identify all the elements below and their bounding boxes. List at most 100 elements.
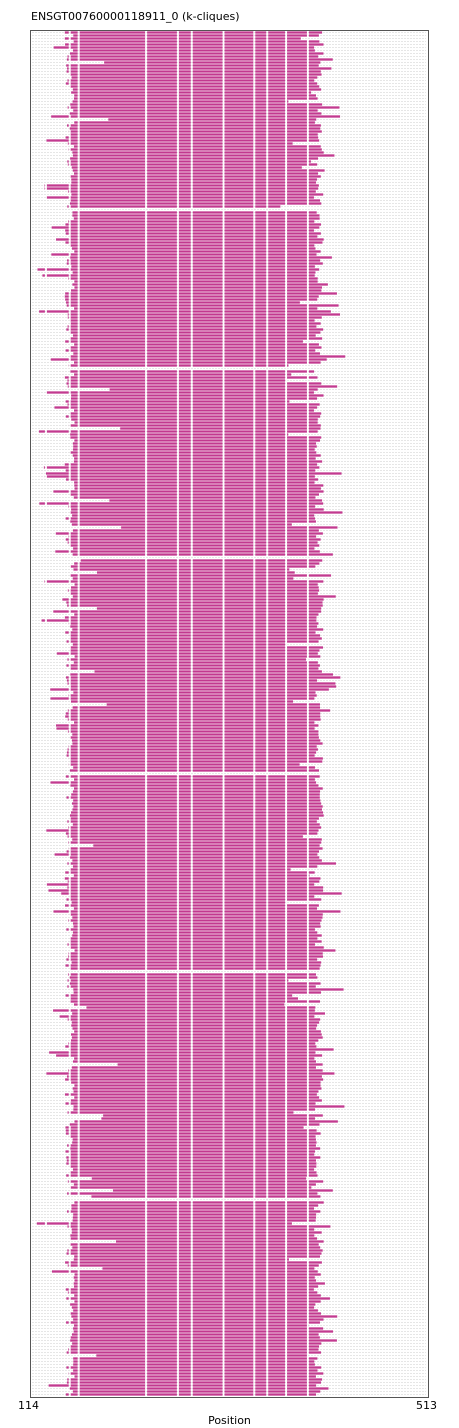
aligned-segment	[308, 730, 319, 733]
aligned-segment	[255, 649, 267, 652]
aligned-segment	[79, 628, 146, 631]
aligned-segment	[178, 1294, 191, 1297]
aligned-segment	[268, 1057, 286, 1060]
aligned-segment	[287, 691, 307, 694]
aligned-segment	[147, 979, 177, 982]
aligned-segment	[192, 703, 223, 706]
aligned-segment	[287, 907, 307, 910]
aligned-segment	[71, 1036, 78, 1039]
aligned-segment	[79, 376, 146, 379]
aligned-segment	[147, 1345, 177, 1348]
aligned-segment	[178, 352, 191, 355]
aligned-segment	[224, 580, 254, 583]
aligned-segment	[268, 217, 286, 220]
aligned-segment	[268, 49, 286, 52]
aligned-segment	[268, 967, 286, 970]
aligned-segment	[192, 1249, 223, 1252]
aligned-segment	[147, 322, 177, 325]
aligned-segment	[224, 1288, 254, 1291]
aligned-segment	[147, 790, 177, 793]
aligned-segment	[287, 124, 307, 127]
aligned-segment	[308, 169, 325, 172]
aligned-segment	[70, 574, 78, 577]
aligned-segment	[308, 847, 323, 850]
aligned-segment	[178, 1126, 191, 1129]
aligned-segment	[147, 598, 177, 601]
aligned-segment	[268, 895, 286, 898]
aligned-segment	[178, 373, 191, 376]
aligned-segment	[224, 67, 254, 70]
aligned-segment	[79, 355, 146, 358]
aligned-segment	[178, 871, 191, 874]
aligned-segment	[50, 688, 69, 691]
aligned-segment	[178, 649, 191, 652]
aligned-segment	[287, 1270, 307, 1273]
aligned-segment	[255, 391, 267, 394]
aligned-segment	[178, 994, 191, 997]
aligned-segment	[147, 229, 177, 232]
aligned-segment	[287, 1342, 307, 1345]
aligned-segment	[224, 523, 254, 526]
aligned-segment	[308, 649, 320, 652]
aligned-segment	[79, 967, 146, 970]
aligned-segment	[79, 1366, 146, 1369]
aligned-segment	[71, 1204, 78, 1207]
aligned-segment	[255, 202, 267, 205]
aligned-segment	[147, 985, 177, 988]
aligned-segment	[70, 1159, 78, 1162]
aligned-segment	[224, 1222, 254, 1225]
aligned-segment	[255, 586, 267, 589]
aligned-segment	[268, 298, 286, 301]
aligned-segment	[192, 802, 223, 805]
aligned-segment	[71, 1081, 78, 1084]
aligned-segment	[147, 274, 177, 277]
aligned-segment	[178, 634, 191, 637]
aligned-segment	[178, 532, 191, 535]
aligned-segment	[287, 1354, 307, 1357]
aligned-segment	[70, 781, 78, 784]
aligned-segment	[308, 46, 315, 49]
aligned-segment	[178, 1243, 191, 1246]
aligned-segment	[79, 589, 146, 592]
aligned-segment	[79, 460, 146, 463]
aligned-segment	[178, 679, 191, 682]
aligned-segment	[147, 211, 177, 214]
aligned-segment	[224, 550, 254, 553]
aligned-segment	[71, 739, 78, 742]
aligned-segment	[255, 1168, 267, 1171]
aligned-segment	[268, 748, 286, 751]
aligned-segment	[255, 256, 267, 259]
aligned-segment	[68, 220, 69, 223]
aligned-segment	[308, 103, 323, 106]
aligned-segment	[255, 298, 267, 301]
aligned-segment	[308, 454, 321, 457]
aligned-segment	[79, 1102, 146, 1105]
aligned-segment	[79, 712, 146, 715]
aligned-segment	[79, 283, 146, 286]
aligned-segment	[255, 214, 267, 217]
aligned-segment	[224, 1207, 254, 1210]
aligned-segment	[147, 736, 177, 739]
aligned-segment	[268, 1246, 286, 1249]
aligned-segment	[147, 1165, 177, 1168]
aligned-segment	[308, 673, 333, 676]
aligned-segment	[224, 1366, 254, 1369]
aligned-segment	[255, 1153, 267, 1156]
aligned-segment	[72, 1216, 78, 1219]
aligned-segment	[268, 286, 286, 289]
aligned-segment	[308, 817, 319, 820]
aligned-segment	[79, 958, 146, 961]
aligned-segment	[192, 1048, 223, 1051]
aligned-segment	[70, 1165, 78, 1168]
aligned-segment	[147, 763, 177, 766]
aligned-segment	[178, 1207, 191, 1210]
aligned-segment	[224, 1303, 254, 1306]
aligned-segment	[224, 628, 254, 631]
aligned-segment	[308, 43, 324, 46]
aligned-segment	[287, 1234, 307, 1237]
aligned-segment	[192, 1327, 223, 1330]
aligned-segment	[178, 472, 191, 475]
aligned-segment	[224, 883, 254, 886]
aligned-segment	[178, 949, 191, 952]
aligned-segment	[192, 52, 223, 55]
